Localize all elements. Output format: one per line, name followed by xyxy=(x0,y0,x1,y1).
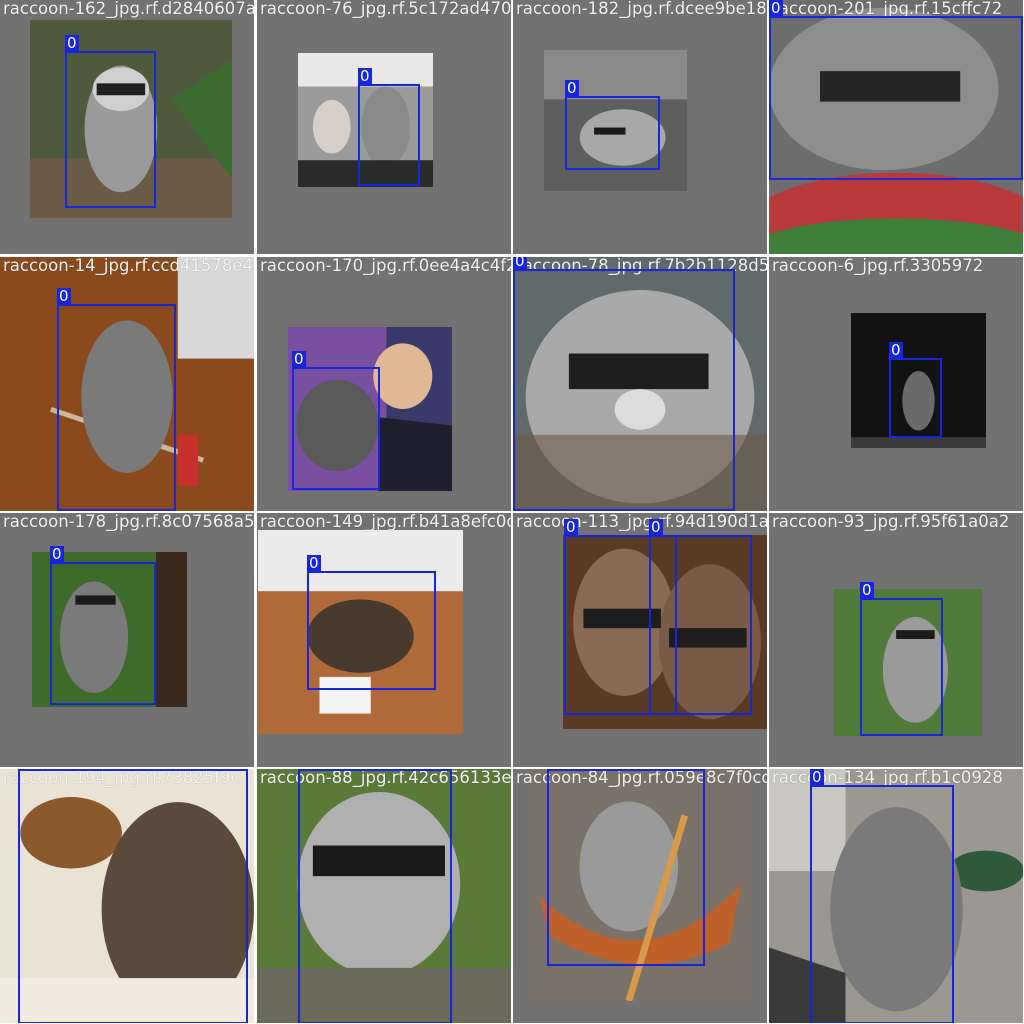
mosaic-tile: raccoon-194_jpg.rf.73825f9c 0 xyxy=(0,769,254,1023)
class-label: 0 xyxy=(65,34,79,52)
photo-raccoon xyxy=(32,552,187,707)
class-label: 0 xyxy=(358,67,372,85)
class-label: 0 xyxy=(889,341,903,359)
mosaic-tile: raccoon-178_jpg.rf.8c07568a5114e9827b0 0 xyxy=(0,513,254,767)
image-filename: raccoon-170_jpg.rf.0ee4a4c4f2d802f0 xyxy=(260,257,511,275)
bounding-box: 0 xyxy=(307,555,436,690)
bounding-box: 0 xyxy=(358,68,420,186)
image-filename: raccoon-113_jpg.rf.94d190d1ae9546830d xyxy=(516,513,767,531)
photo-raccoon xyxy=(30,20,232,218)
photo-raccoon xyxy=(0,769,254,1023)
bounding-box: 0 xyxy=(769,0,1023,180)
class-label: 0 xyxy=(769,0,783,17)
photo-raccoon xyxy=(0,257,254,511)
mosaic-tile: raccoon-76_jpg.rf.5c172ad47028edf752e38 … xyxy=(257,0,511,254)
photo-raccoon xyxy=(834,589,982,736)
photo-raccoon xyxy=(513,257,767,511)
image-filename: raccoon-162_jpg.rf.d2840607abbe025f75e1 xyxy=(3,0,254,18)
bounding-box: 0 xyxy=(57,288,176,511)
mosaic-tile: raccoon-182_jpg.rf.dcee9be1861185d52ca7 … xyxy=(513,0,767,254)
class-label: 0 xyxy=(860,581,874,599)
photo-raccoon xyxy=(258,530,463,734)
bounding-box: 0 xyxy=(65,35,156,208)
bounding-box: 0 xyxy=(564,519,677,715)
bounding-box: 0 xyxy=(50,546,156,705)
bounding-box: 0 xyxy=(292,351,380,490)
class-label: 0 xyxy=(307,554,321,572)
bounding-box: 0 xyxy=(649,519,752,715)
bounding-box: 0 xyxy=(513,257,735,511)
mosaic-tile: raccoon-113_jpg.rf.94d190d1ae9546830d 0 … xyxy=(513,513,767,767)
bounding-box: 0 xyxy=(565,80,660,170)
mosaic-tile: raccoon-84_jpg.rf.059e8c7f0cd 0 xyxy=(513,769,767,1023)
photo-raccoon xyxy=(288,327,452,491)
class-label: 0 xyxy=(57,287,71,305)
photo-raccoon xyxy=(544,50,687,191)
photo-raccoon xyxy=(528,769,752,1001)
bounding-box: 0 xyxy=(298,769,452,1023)
class-label: 0 xyxy=(565,79,579,97)
image-filename: raccoon-76_jpg.rf.5c172ad47028edf752e38 xyxy=(260,0,511,18)
photo-raccoon xyxy=(298,53,433,187)
mosaic-tile: raccoon-201_jpg.rf.15cffc72 0 xyxy=(769,0,1023,254)
photo-raccoon xyxy=(769,0,1023,254)
class-label: 0 xyxy=(50,545,64,563)
bounding-box: 0 xyxy=(547,769,705,966)
class-label: 0 xyxy=(547,769,561,770)
mosaic-tile: raccoon-134_jpg.rf.b1c0928 0 xyxy=(769,769,1023,1023)
image-filename: raccoon-182_jpg.rf.dcee9be1861185d52ca7 xyxy=(516,0,767,18)
mosaic-tile: raccoon-162_jpg.rf.d2840607abbe025f75e1 … xyxy=(0,0,254,254)
mosaic-tile: raccoon-88_jpg.rf.42c656133e 0 xyxy=(257,769,511,1023)
photo-raccoon xyxy=(851,313,986,448)
class-label: 0 xyxy=(513,257,527,270)
class-label: 0 xyxy=(564,518,578,536)
mosaic-tile: raccoon-170_jpg.rf.0ee4a4c4f2d802f0 0 xyxy=(257,257,511,511)
bounding-box: 0 xyxy=(810,769,954,1023)
mosaic-tile: raccoon-149_jpg.rf.b41a8efc0d66b2d8e415 … xyxy=(257,513,511,767)
mosaic-tile: raccoon-6_jpg.rf.3305972 0 xyxy=(769,257,1023,511)
bounding-box: 0 xyxy=(860,582,943,736)
image-filename: raccoon-93_jpg.rf.95f61a0a2 xyxy=(772,513,1010,531)
class-label: 0 xyxy=(649,518,663,536)
class-label: 0 xyxy=(298,769,312,770)
image-filename: raccoon-178_jpg.rf.8c07568a5114e9827b0 xyxy=(3,513,254,531)
class-label: 0 xyxy=(292,350,306,368)
mosaic-tile: raccoon-93_jpg.rf.95f61a0a2 0 xyxy=(769,513,1023,767)
image-filename: raccoon-6_jpg.rf.3305972 xyxy=(772,257,984,275)
bounding-box: 0 xyxy=(18,769,248,1023)
mosaic-tile: raccoon-14_jpg.rf.ccd41578e4ad9870782ad0… xyxy=(0,257,254,511)
bounding-box: 0 xyxy=(889,342,942,438)
mosaic-tile: raccoon-78_jpg.rf.7b2b1128d5b1d0d457f6 0 xyxy=(513,257,767,511)
class-label: 0 xyxy=(18,769,32,770)
class-label: 0 xyxy=(810,769,824,786)
